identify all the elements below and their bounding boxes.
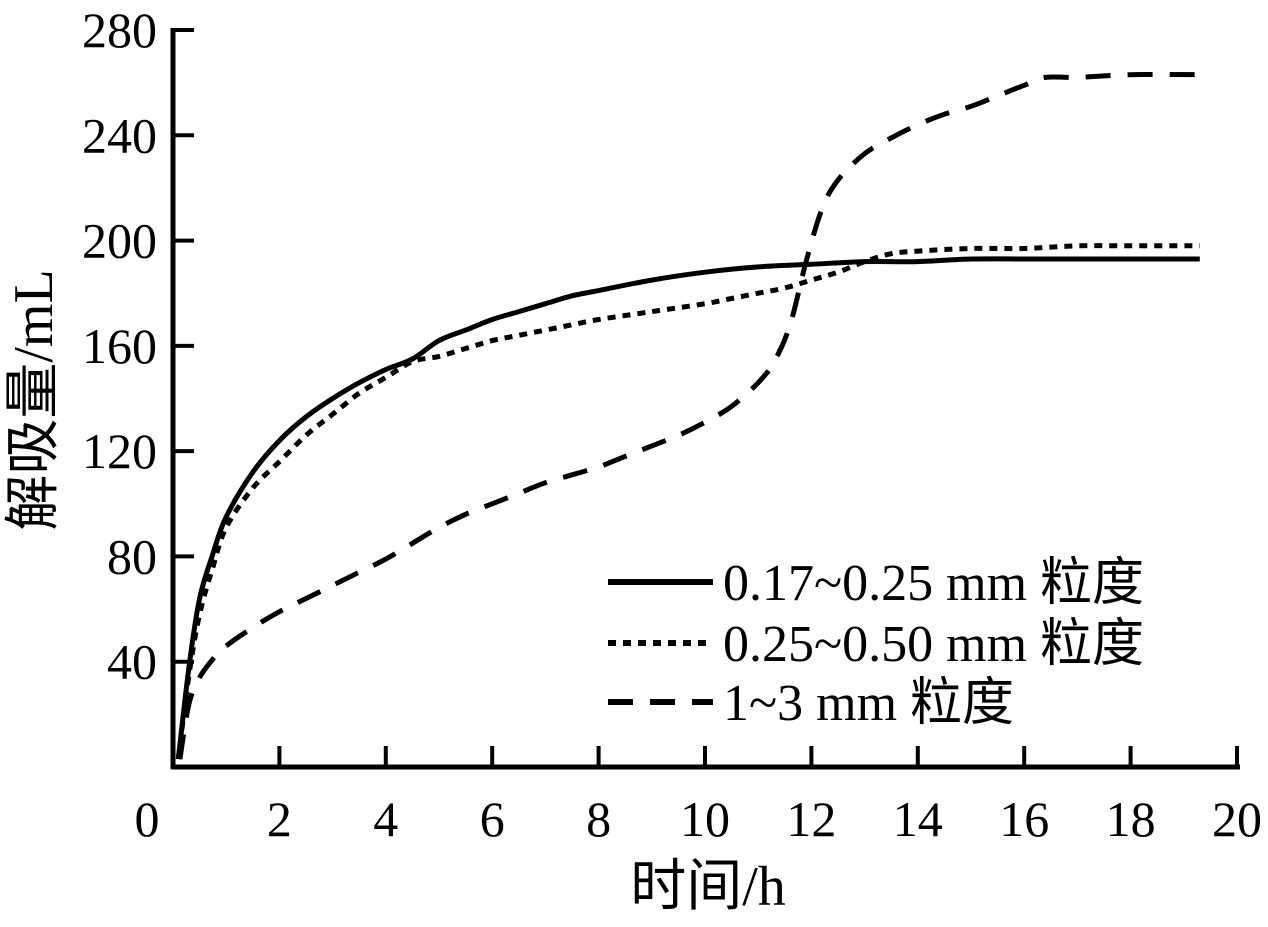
x-tick-label: 16: [999, 791, 1049, 847]
x-tick-label: 18: [1106, 791, 1156, 847]
legend-label-0: 0.17~0.25 mm 粒度: [723, 555, 1144, 612]
x-tick-label: 4: [373, 791, 398, 847]
legend-label-2: 1~3 mm 粒度: [723, 675, 1014, 732]
x-tick-label: 20: [1212, 791, 1262, 847]
axes: 0 2 4 6 8 10 12 14 16 18 20 40 80 120 160 200 240 280: [82, 2, 1262, 847]
y-tick-label: 80: [107, 528, 157, 584]
series-path-dashed: [177, 72, 1200, 760]
x-tick-label: 12: [786, 791, 836, 847]
y-tick-label: 240: [82, 107, 157, 163]
y-tick-label: 200: [82, 213, 157, 269]
x-tick-label: 0: [135, 791, 160, 847]
y-tick-label: 120: [82, 423, 157, 479]
legend-label-1: 0.25~0.50 mm 粒度: [723, 616, 1144, 673]
x-tick-label: 10: [680, 791, 730, 847]
legend: 0.17~0.25 mm 粒度 0.25~0.50 mm 粒度 1~3 mm 粒…: [608, 555, 1144, 732]
y-tick-label: 280: [82, 2, 157, 58]
y-tick-label: 40: [107, 634, 157, 690]
x-axis-title: 时间/h: [630, 856, 786, 918]
series-lines: [175, 72, 1200, 760]
x-tick-label: 2: [267, 791, 292, 847]
series-path-dotted: [175, 243, 1200, 760]
x-tick-label: 6: [480, 791, 505, 847]
y-axis-title: 解吸量/mL: [3, 269, 65, 530]
y-tick-label: 160: [82, 318, 157, 374]
x-tick-label: 8: [586, 791, 611, 847]
series-path-solid: [175, 256, 1200, 760]
x-tick-label: 14: [893, 791, 943, 847]
